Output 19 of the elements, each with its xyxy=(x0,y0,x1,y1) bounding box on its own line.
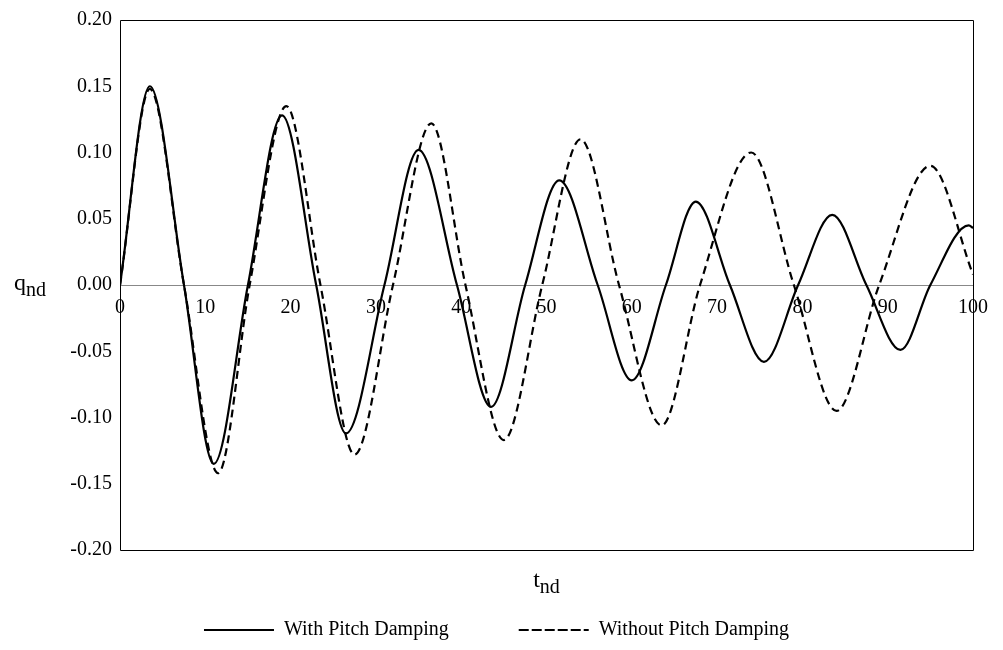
y-tick-label: -0.10 xyxy=(70,404,112,427)
x-tick-label: 80 xyxy=(792,295,813,318)
y-tick-label: 0.00 xyxy=(77,272,112,295)
legend-label: With Pitch Damping xyxy=(283,617,449,641)
y-tick-label: 0.15 xyxy=(77,73,112,96)
y-tick-label: 0.05 xyxy=(77,206,112,228)
x-tick-label: 10 xyxy=(195,295,216,318)
legend-label: Without Pitch Damping xyxy=(598,617,790,641)
x-tick-label: 50 xyxy=(536,295,557,318)
x-tick-label: 20 xyxy=(280,295,301,318)
y-tick-label: -0.20 xyxy=(70,537,112,560)
y-axis-title: q$_{nd}$ xyxy=(14,269,46,301)
x-axis-title: t$_{nd}$ xyxy=(533,566,560,598)
y-tick-label: -0.05 xyxy=(70,338,112,361)
x-tick-label: 90 xyxy=(877,295,898,318)
y-tick-label: -0.15 xyxy=(70,471,112,493)
y-tick-label: 0.20 xyxy=(77,7,112,30)
x-tick-label: 70 xyxy=(707,295,728,318)
y-tick-label: 0.10 xyxy=(77,139,112,162)
